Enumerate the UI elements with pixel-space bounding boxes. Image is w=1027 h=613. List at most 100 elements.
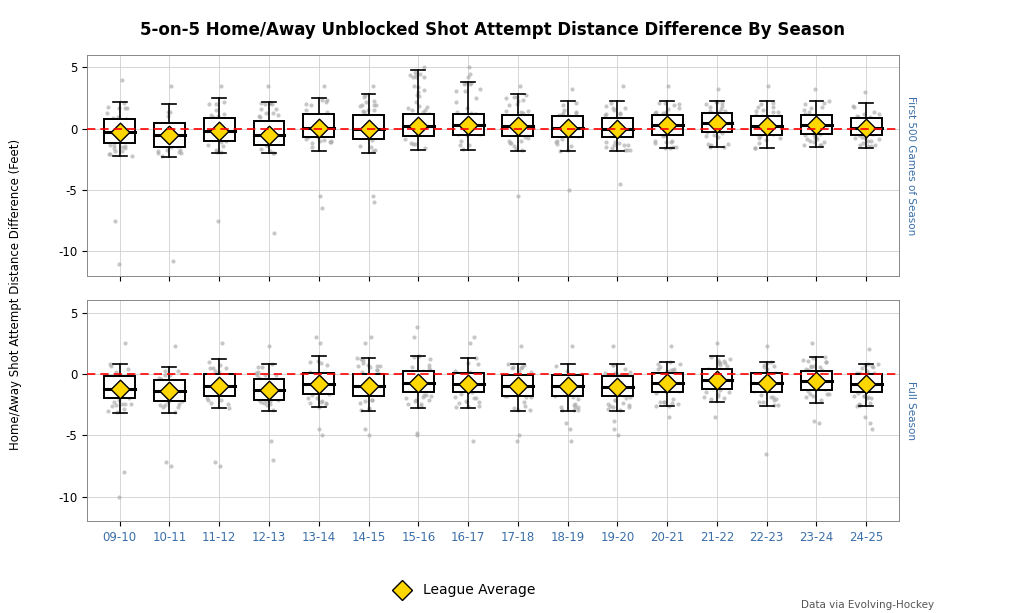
Point (713, 104, 729, 113)
Point (109, 112, 125, 122)
Point (305, 374, 321, 384)
Bar (801, 115, 832, 134)
Point (861, 118, 877, 128)
Point (253, 145, 269, 154)
Point (659, 366, 676, 376)
Point (224, 118, 240, 128)
Point (865, 129, 881, 139)
Point (764, 392, 781, 402)
Point (322, 375, 339, 384)
Point (110, 115, 126, 124)
Point (260, 81, 276, 91)
Point (214, 338, 230, 348)
Point (695, 392, 712, 402)
Point (411, 91, 427, 101)
Point (462, 69, 479, 78)
Point (352, 141, 369, 151)
Point (358, 382, 375, 392)
Point (702, 394, 719, 403)
Point (621, 367, 638, 376)
Point (112, 384, 128, 394)
Point (163, 392, 180, 402)
Bar (403, 114, 433, 136)
Point (463, 78, 480, 88)
Point (611, 386, 627, 395)
Point (157, 125, 174, 135)
Point (656, 97, 673, 107)
Point (167, 390, 184, 400)
Point (153, 374, 169, 384)
Point (862, 418, 878, 428)
Point (808, 132, 825, 142)
Point (167, 407, 184, 417)
Point (262, 146, 278, 156)
Point (848, 386, 865, 395)
Point (508, 99, 525, 109)
Point (159, 110, 176, 120)
Point (600, 399, 616, 409)
Point (721, 387, 737, 397)
Point (510, 430, 527, 440)
Point (703, 370, 720, 380)
Point (550, 374, 567, 384)
Point (800, 107, 816, 116)
Bar (303, 373, 334, 394)
Point (500, 379, 517, 389)
Point (664, 136, 681, 146)
Point (122, 383, 139, 393)
Point (400, 103, 416, 113)
Point (321, 389, 338, 399)
Point (472, 125, 489, 135)
Point (647, 138, 663, 148)
Point (454, 374, 470, 384)
Bar (203, 374, 234, 396)
Point (557, 388, 573, 398)
Point (211, 118, 227, 128)
Point (523, 392, 539, 402)
Bar (104, 376, 136, 398)
Bar (553, 116, 583, 137)
Point (156, 366, 173, 376)
Point (709, 375, 725, 385)
Point (207, 145, 224, 155)
Point (310, 379, 327, 389)
Point (512, 137, 529, 147)
Point (664, 365, 681, 375)
Point (411, 386, 427, 395)
Point (272, 383, 289, 393)
Point (117, 104, 134, 113)
Point (318, 398, 335, 408)
Point (222, 132, 238, 142)
Point (318, 113, 335, 123)
Point (167, 341, 184, 351)
Point (366, 197, 382, 207)
Point (756, 362, 772, 372)
Point (846, 118, 863, 128)
Text: 5-on-5 Home/Away Unblocked Shot Attempt Distance Difference By Season: 5-on-5 Home/Away Unblocked Shot Attempt … (141, 21, 845, 39)
Point (409, 395, 425, 405)
Point (551, 382, 568, 392)
Point (264, 148, 280, 158)
Point (863, 376, 879, 386)
Point (710, 358, 726, 368)
Point (315, 387, 332, 397)
Point (367, 123, 383, 132)
Point (498, 120, 515, 129)
Point (251, 395, 267, 405)
Point (563, 436, 579, 446)
Point (817, 357, 834, 367)
Point (650, 98, 667, 108)
Point (617, 130, 634, 140)
Point (365, 146, 381, 156)
Point (414, 114, 430, 124)
Text: First 500 Games of Season: First 500 Games of Season (906, 96, 916, 235)
Point (112, 128, 128, 137)
Point (259, 128, 275, 137)
Point (517, 132, 533, 142)
Point (520, 107, 536, 116)
Point (547, 137, 564, 147)
Point (847, 133, 864, 143)
Point (800, 386, 816, 396)
Point (365, 191, 381, 201)
Point (754, 373, 770, 383)
